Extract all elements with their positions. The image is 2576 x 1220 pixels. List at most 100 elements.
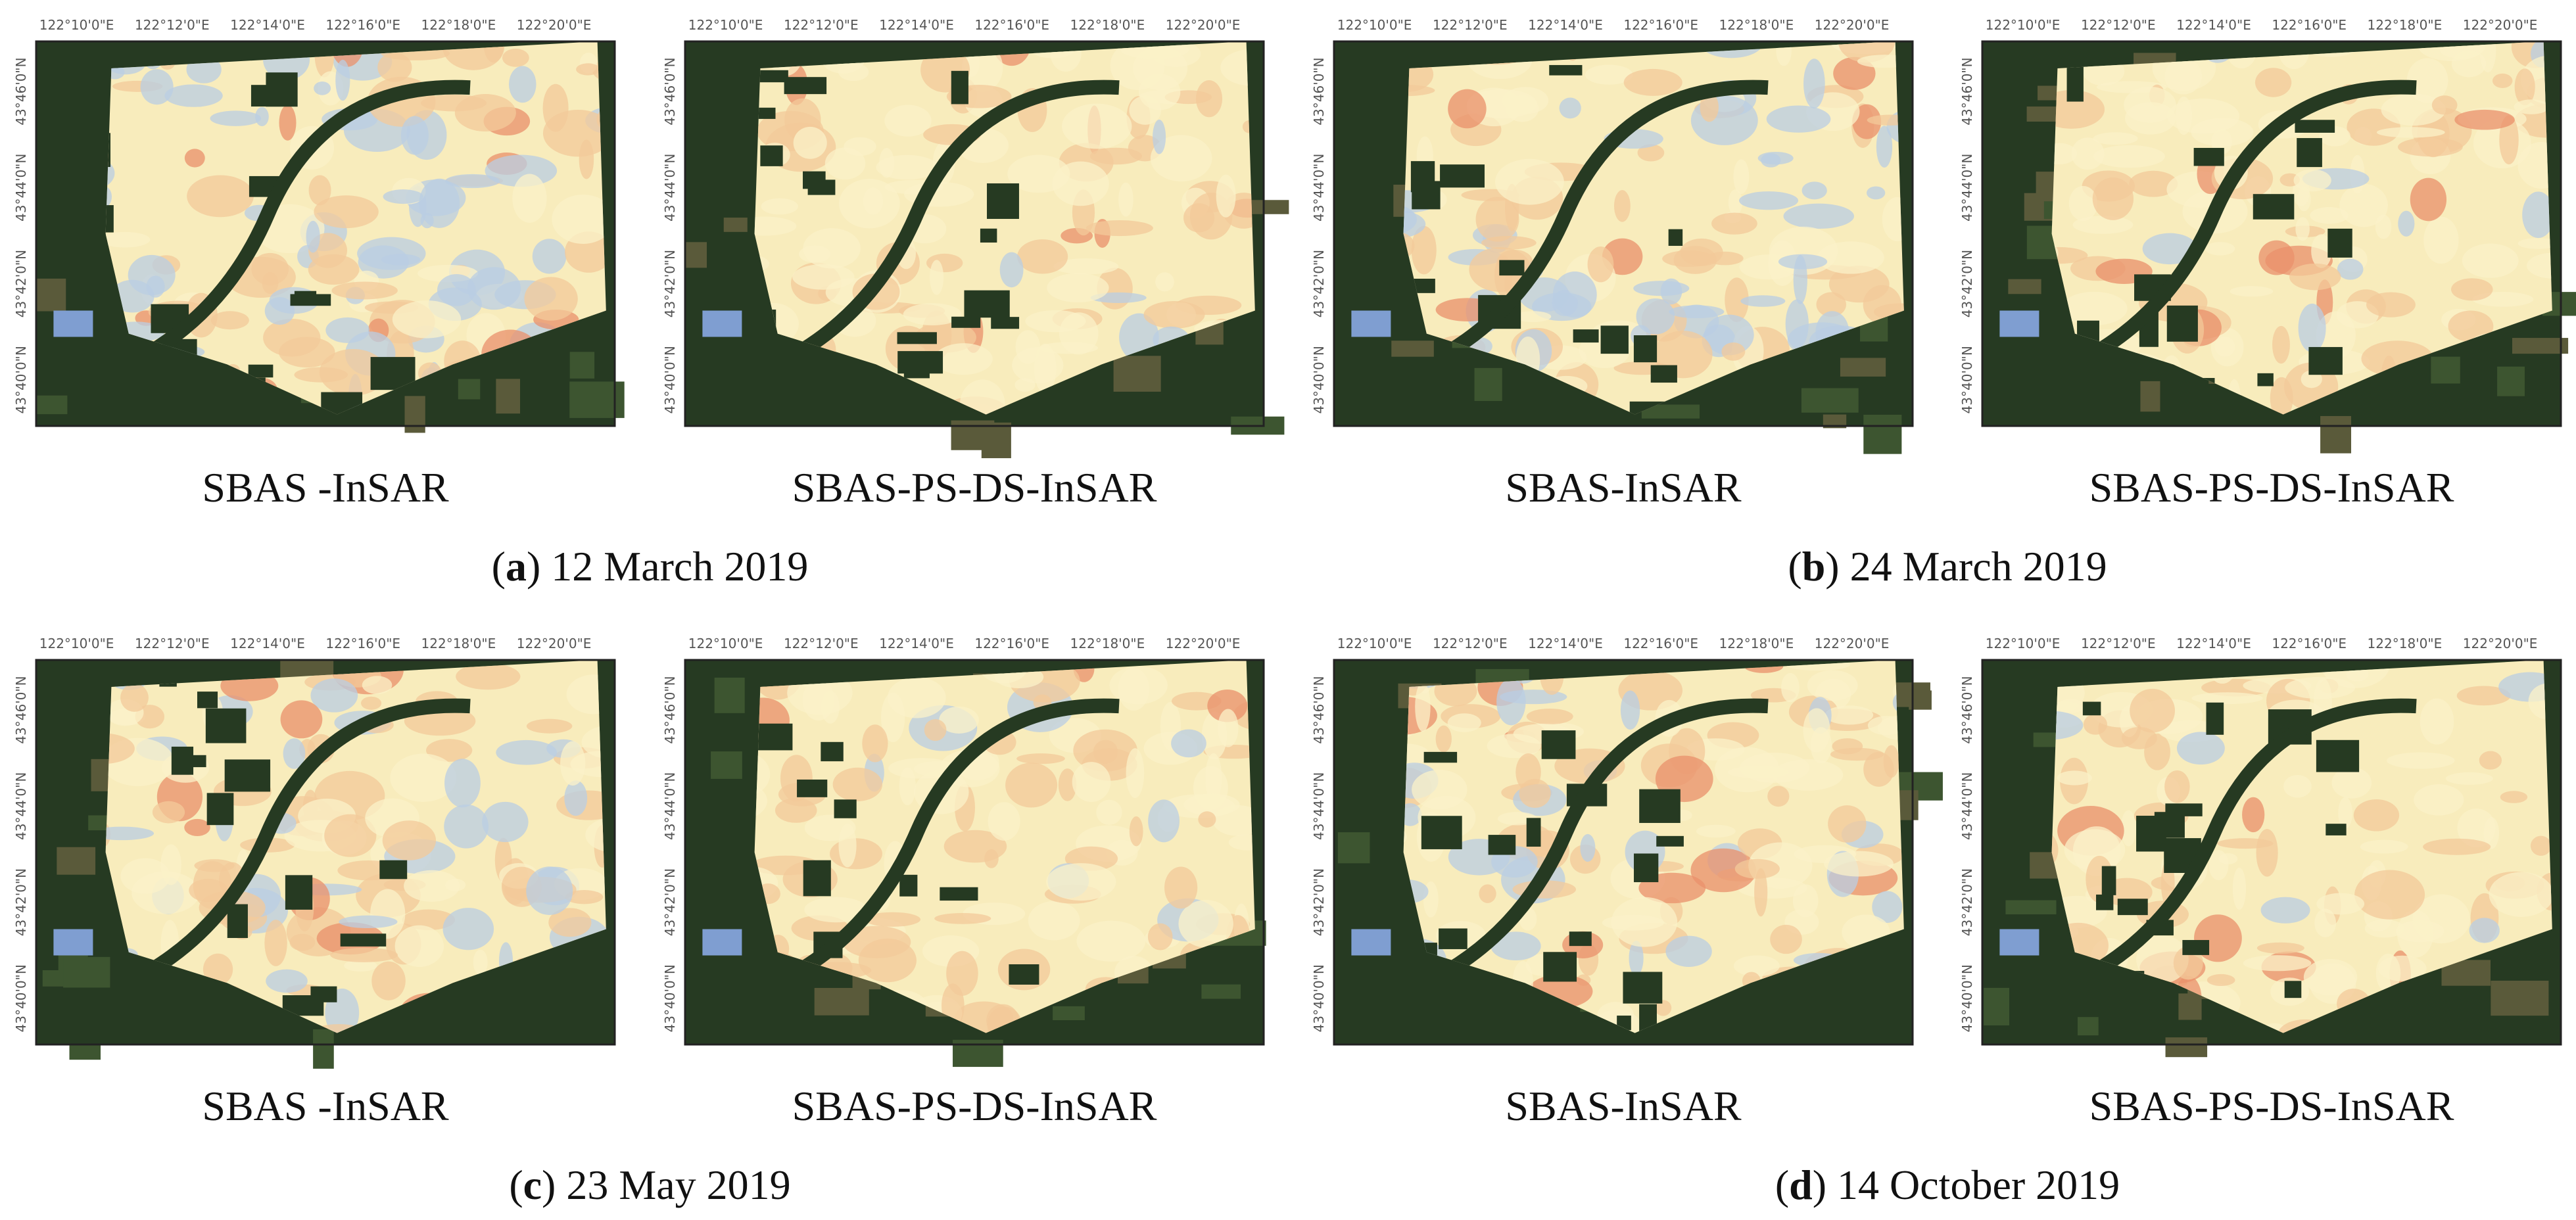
deformation-patch [2387, 752, 2455, 769]
field [685, 242, 707, 268]
deformation-patch [876, 154, 938, 180]
deformation-patch [1754, 868, 1768, 917]
field [2512, 338, 2569, 354]
deformation-patch [2489, 872, 2552, 917]
no-data [2193, 148, 2224, 166]
deformation-patch [2072, 216, 2134, 234]
no-data [1009, 964, 1039, 985]
field [496, 379, 521, 414]
deformation-patch [1580, 833, 1596, 862]
field [2026, 106, 2059, 122]
map-frame [684, 40, 1265, 427]
deformation-patch [420, 212, 434, 229]
deformation-patch [1515, 311, 1552, 323]
map-caption: SBAS-PS-DS-InSAR [792, 1083, 1157, 1129]
deformation-patch [2414, 784, 2464, 816]
deformation-patch [105, 186, 112, 208]
deformation-patch [2256, 829, 2278, 877]
lat-tick-label: 43°44'0"N [662, 772, 678, 840]
deformation-patch [1700, 92, 1719, 122]
field [37, 278, 66, 312]
caption-part: ( [509, 1161, 523, 1208]
lon-tick-label: 122°18'0"E [1719, 17, 1794, 33]
field [1249, 200, 1289, 214]
map-caption: SBAS-PS-DS-InSAR [2089, 1083, 2454, 1129]
caption-part: b [1802, 543, 1826, 590]
lat-tick-label: 43°42'0"N [13, 868, 29, 936]
deformation-patch [1770, 924, 1802, 954]
field [1201, 984, 1241, 999]
deformation-patch [899, 767, 916, 806]
deformation-patch [576, 63, 600, 76]
no-data [2257, 373, 2274, 387]
deformation-patch [1696, 824, 1736, 838]
field [2165, 1037, 2208, 1058]
deformation-patch [984, 849, 999, 868]
no-data [1639, 789, 1681, 823]
no-data [899, 874, 918, 897]
deformation-patch [2499, 115, 2519, 165]
lon-tick-label: 122°12'0"E [2081, 636, 2156, 651]
deformation-patch [862, 724, 888, 762]
deformation-patch [1216, 174, 1236, 218]
field [569, 352, 595, 379]
deformation-patch [2064, 829, 2126, 871]
no-data [2166, 305, 2198, 342]
no-data [1421, 816, 1462, 849]
field [1801, 388, 1859, 413]
deformation-patch [824, 147, 866, 180]
deformation-patch [566, 674, 606, 715]
deformation-patch [1801, 181, 1827, 200]
lon-tick-label: 122°12'0"E [1433, 17, 1508, 33]
deformation-patch [382, 820, 437, 860]
deformation-patch [512, 174, 547, 223]
lat-tick-label: 43°44'0"N [1959, 772, 1975, 840]
deformation-patch [310, 678, 358, 713]
lon-tick-label: 122°20'0"E [2463, 636, 2538, 651]
field [1053, 1006, 1085, 1021]
deformation-patch [2310, 206, 2349, 224]
lat-tick-label: 43°44'0"N [13, 154, 29, 222]
deformation-patch [2051, 143, 2078, 165]
no-data [2182, 940, 2210, 955]
lat-tick-label: 43°42'0"N [1311, 250, 1327, 317]
lake [1999, 310, 2039, 337]
deformation-patch [2378, 955, 2427, 981]
lon-tick-label: 122°14'0"E [1528, 17, 1603, 33]
no-data [1668, 229, 1683, 246]
field [1863, 414, 1902, 454]
no-data [1633, 335, 1658, 363]
deformation-patch [2071, 137, 2105, 170]
deformation-patch [959, 379, 1005, 415]
lon-tick-label: 122°12'0"E [135, 636, 210, 651]
deformation-patch [1109, 666, 1168, 705]
deformation-patch [1139, 74, 1181, 110]
deformation-patch [120, 858, 170, 894]
deformation-patch [1690, 848, 1757, 893]
lon-tick-label: 122°16'0"E [2272, 17, 2347, 33]
deformation-patch [2061, 291, 2128, 325]
deformation-patch [803, 228, 861, 269]
deformation-patch [2218, 853, 2238, 865]
deformation-patch [383, 189, 423, 204]
deformation-patch [280, 700, 323, 739]
no-data [1440, 164, 1485, 188]
no-data [2117, 899, 2148, 916]
no-data [379, 860, 408, 880]
deformation-patch [1118, 182, 1133, 217]
deformation-patch [1519, 778, 1551, 809]
caption-part: ) 23 May 2019 [542, 1161, 791, 1208]
lon-tick-label: 122°12'0"E [784, 17, 859, 33]
deformation-patch [1096, 799, 1122, 825]
lon-tick-label: 122°10'0"E [688, 17, 763, 33]
deformation-patch [2331, 767, 2372, 799]
deformation-patch [1218, 709, 1239, 747]
deformation-patch [1448, 89, 1487, 129]
deformation-patch [2366, 292, 2416, 317]
deformation-patch [903, 303, 962, 325]
lon-tick-label: 122°16'0"E [1623, 636, 1698, 651]
deformation-patch [445, 174, 500, 189]
deformation-patch [2517, 142, 2552, 189]
deformation-patch [1636, 298, 1675, 335]
